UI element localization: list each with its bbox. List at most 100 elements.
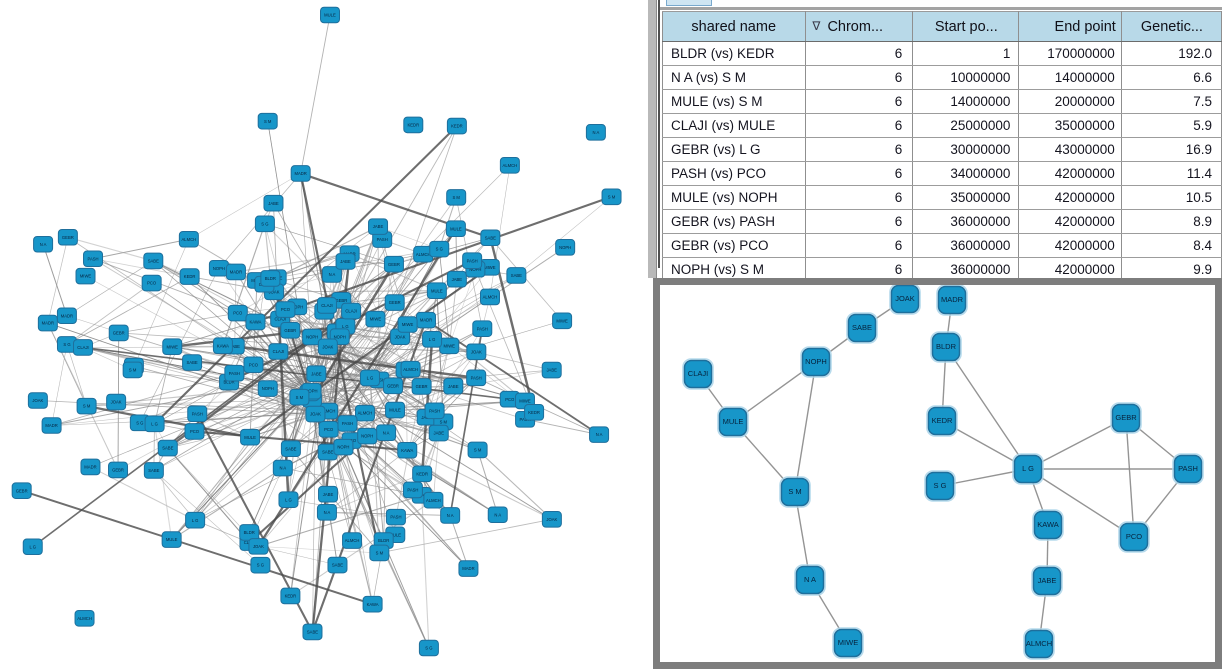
table-row[interactable]: PASH (vs) PCO 6 34000000 42000000 11.4 — [662, 161, 1222, 186]
table-cell-end_point[interactable]: 170000000 — [1018, 41, 1122, 66]
table-cell-shared_name[interactable]: N A (vs) S M — [662, 65, 807, 90]
dense-network-node[interactable]: L G — [278, 491, 299, 508]
dense-network-node[interactable]: BLDR — [239, 524, 260, 541]
dense-network-node[interactable]: SABE — [143, 462, 164, 479]
dense-network-node[interactable]: PASH — [472, 320, 493, 337]
table-cell-start_position[interactable]: 36000000 — [912, 209, 1020, 234]
table-cell-genetic[interactable]: 5.9 — [1121, 113, 1222, 138]
dense-network-node[interactable]: MULE — [320, 6, 340, 24]
dense-network-node[interactable]: L G — [359, 369, 380, 387]
dense-network-node[interactable]: GEBR — [11, 482, 32, 499]
table-cell-end_point[interactable]: 43000000 — [1018, 137, 1122, 162]
dense-network-node[interactable]: MIWE — [75, 267, 96, 285]
table-row[interactable]: BLDR (vs) KEDR 6 1 170000000 192.0 — [662, 41, 1222, 66]
table-row[interactable]: GEBR (vs) PCO 6 36000000 42000000 8.4 — [662, 233, 1222, 258]
dense-network-node[interactable]: S G — [418, 639, 439, 657]
dense-network-node[interactable]: MADR — [80, 458, 101, 476]
dense-network-node[interactable]: S G — [250, 556, 271, 574]
dense-network-node[interactable]: MIWE — [552, 312, 573, 330]
dense-network-node[interactable]: MADR — [225, 263, 246, 281]
table-cell-shared_name[interactable]: GEBR (vs) L G — [662, 137, 807, 162]
column-header-shared_name[interactable]: shared name — [662, 11, 807, 42]
dense-network-node[interactable]: JABE — [306, 365, 327, 382]
network-node-SM[interactable]: S M — [779, 476, 811, 508]
dense-network-node[interactable]: S M — [76, 397, 97, 415]
dense-network-node[interactable]: MULE — [445, 220, 466, 237]
table-cell-genetic[interactable]: 6.6 — [1121, 65, 1222, 90]
network-edge-LG-GEBR[interactable] — [1027, 417, 1127, 470]
dense-network-node[interactable]: GEBR — [411, 378, 432, 395]
dense-network-node[interactable]: S G — [429, 240, 450, 258]
dense-network-node[interactable]: NOPH — [257, 380, 278, 397]
dense-network-node[interactable]: JOAK — [541, 511, 562, 528]
network-node-MIWE[interactable]: MIWE — [832, 627, 864, 659]
table-cell-chromosome[interactable]: 6 — [805, 137, 914, 162]
dense-network-node[interactable]: GEBR — [383, 255, 404, 273]
dense-network-node[interactable]: GEBR — [280, 321, 301, 339]
table-cell-genetic[interactable]: 7.5 — [1121, 89, 1222, 114]
dense-network-node[interactable]: PASH — [424, 402, 445, 420]
dense-network-node[interactable]: MADR — [37, 314, 58, 332]
dense-network-node[interactable]: JABE — [335, 253, 356, 270]
dense-network-node[interactable]: S M — [257, 112, 278, 130]
dense-network-node[interactable]: MADR — [416, 311, 437, 329]
network-node-MADR[interactable]: MADR — [936, 285, 968, 316]
dense-network-node[interactable]: L G — [422, 331, 443, 348]
dense-network-node[interactable]: MULE — [161, 531, 182, 548]
dense-network-node[interactable]: MULE — [385, 401, 406, 419]
dense-network-node[interactable]: CLAJI — [268, 343, 289, 360]
dense-network-node[interactable]: L G — [185, 511, 206, 529]
dense-network-node[interactable]: S M — [446, 189, 467, 206]
dense-network-node[interactable]: PCO — [141, 274, 162, 292]
table-cell-start_position[interactable]: 30000000 — [912, 137, 1020, 162]
dense-network-node[interactable]: SABE — [506, 267, 527, 284]
dense-network-node[interactable]: SABE — [280, 440, 301, 457]
table-cell-start_position[interactable]: 14000000 — [912, 89, 1020, 114]
dense-network-node[interactable]: SABE — [157, 439, 178, 457]
dense-network-node[interactable]: S M — [122, 361, 143, 379]
dense-network-node[interactable]: N A — [272, 459, 293, 477]
table-row[interactable]: GEBR (vs) PASH 6 36000000 42000000 8.9 — [662, 209, 1222, 234]
dense-network-node[interactable]: S M — [369, 544, 390, 562]
network-node-SG[interactable]: S G — [924, 470, 956, 502]
table-cell-start_position[interactable]: 36000000 — [912, 257, 1020, 282]
column-header-end_point[interactable]: End point — [1018, 11, 1122, 42]
table-cell-start_position[interactable]: 35000000 — [912, 185, 1020, 210]
dense-network-node[interactable]: PASH — [385, 508, 406, 526]
dense-network-node[interactable]: S M — [467, 441, 488, 459]
dense-network-node[interactable]: GEBR — [383, 377, 404, 395]
dense-network-node[interactable]: N A — [585, 124, 606, 141]
network-node-BLDR[interactable]: BLDR — [930, 331, 962, 363]
dense-network-node[interactable]: PASH — [337, 415, 358, 432]
dense-network-node[interactable]: JOAK — [27, 392, 48, 409]
network-node-PCO[interactable]: PCO — [1118, 521, 1150, 553]
dense-network-node[interactable]: JOAK — [317, 338, 338, 356]
dense-network-node[interactable]: BLDR — [260, 270, 281, 287]
table-cell-shared_name[interactable]: MULE (vs) NOPH — [662, 185, 807, 210]
dense-network-canvas[interactable]: PASH PCO SABE MIWE ALMCH JABE NOPH MADR GEBR L G J… — [0, 0, 649, 669]
dense-network-node[interactable]: KAWA — [212, 337, 233, 354]
dense-network-node[interactable]: JOAK — [106, 393, 127, 411]
dense-network-node[interactable]: GEBR — [108, 324, 129, 342]
dense-network-node[interactable]: KEDR — [179, 268, 200, 285]
filter-icon[interactable]: ∇ — [812, 18, 821, 33]
dense-network-node[interactable]: PCO — [243, 356, 264, 374]
column-header-genetic[interactable]: Genetic... — [1121, 11, 1222, 42]
table-cell-end_point[interactable]: 14000000 — [1018, 65, 1122, 90]
dense-network-node[interactable]: PASH — [187, 405, 208, 423]
dense-network-node[interactable]: KAWA — [397, 441, 418, 459]
dense-network-node[interactable]: MADR — [458, 560, 479, 577]
table-cell-genetic[interactable]: 9.9 — [1121, 257, 1222, 282]
column-header-start_position[interactable]: Start po... — [912, 11, 1020, 42]
dense-network-node[interactable]: ALMCH — [178, 230, 199, 248]
network-node-SABE[interactable]: SABE — [846, 312, 878, 344]
table-cell-end_point[interactable]: 42000000 — [1018, 257, 1122, 282]
table-row[interactable]: NOPH (vs) S M 6 36000000 42000000 9.9 — [662, 257, 1222, 282]
table-cell-genetic[interactable]: 11.4 — [1121, 161, 1222, 186]
dense-network-node[interactable]: ALMCH — [423, 491, 444, 509]
table-cell-chromosome[interactable]: 6 — [805, 185, 914, 210]
table-cell-shared_name[interactable]: BLDR (vs) KEDR — [662, 41, 807, 66]
dense-network-node[interactable]: MIWE — [365, 310, 386, 328]
dense-network-node[interactable]: GEBR — [108, 461, 129, 479]
dense-network-node[interactable]: NOPH — [302, 328, 323, 346]
